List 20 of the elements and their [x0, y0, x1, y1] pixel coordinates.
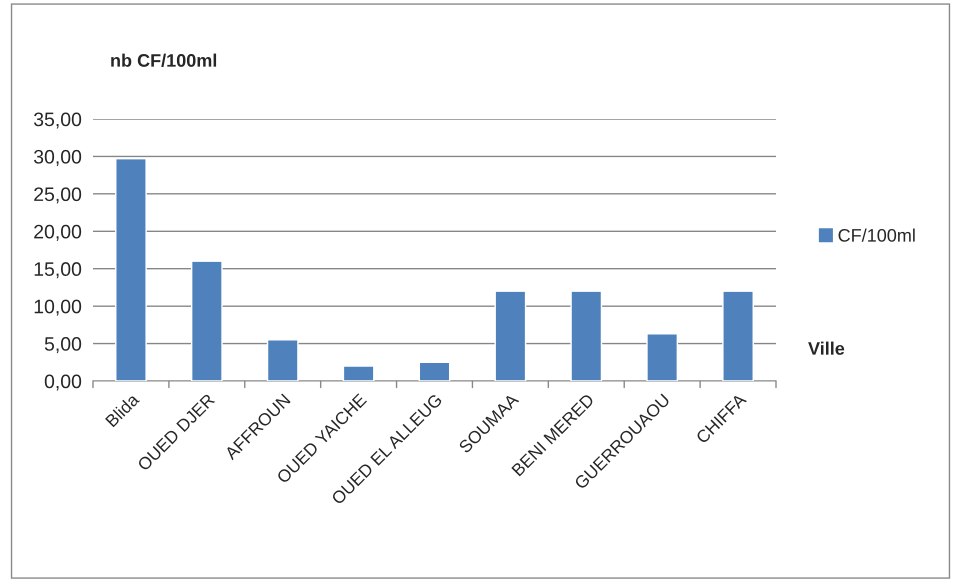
y-tick-label: 15,00	[34, 262, 82, 278]
bar	[646, 333, 678, 381]
bar	[342, 365, 374, 381]
y-tick-label: 35,00	[34, 112, 82, 129]
legend-label: CF/100ml	[838, 228, 915, 242]
y-tick-label: 30,00	[34, 150, 82, 166]
bar	[115, 158, 147, 381]
y-tick-label: 0,00	[44, 374, 82, 391]
y-tick-label: 10,00	[34, 300, 82, 316]
bar	[722, 290, 754, 381]
y-tick-label: 20,00	[34, 224, 82, 241]
bar	[266, 339, 299, 381]
y-axis-title: nb CF/100ml	[111, 54, 216, 68]
bar	[190, 260, 223, 381]
bar	[418, 362, 450, 381]
y-tick-label: 25,00	[34, 187, 82, 204]
y-tick-label: 5,00	[44, 337, 82, 354]
x-axis-title: Ville	[808, 342, 844, 355]
bar	[570, 290, 602, 381]
bar	[494, 290, 526, 381]
